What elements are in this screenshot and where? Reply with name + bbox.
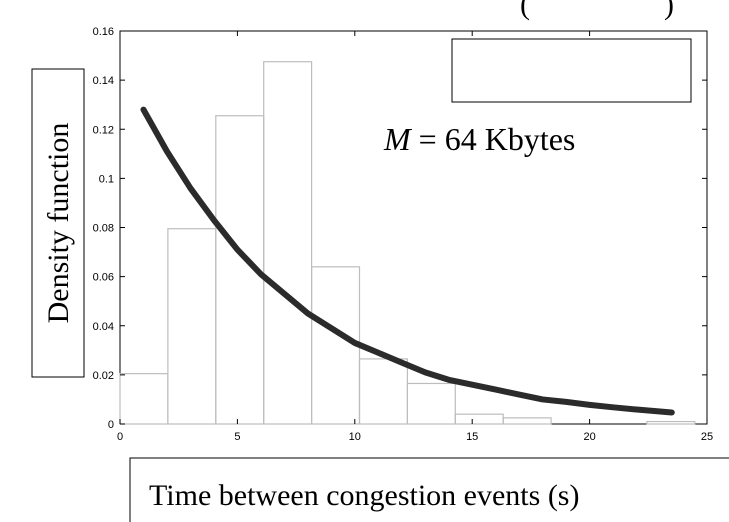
title-fragment-left: ( [520, 0, 530, 21]
histogram-bar [310, 266, 361, 425]
y-tick-label: 0 [108, 419, 114, 431]
annotation-text: M = 64 Kbytes [383, 121, 575, 157]
histogram-bar [167, 228, 217, 425]
y-tick-label: 0.12 [93, 124, 114, 136]
y-tick-label: 0.06 [93, 272, 114, 284]
y-axis-label: Density function [42, 123, 75, 324]
x-tick-label: 25 [701, 431, 713, 443]
exponential-curve [140, 106, 675, 416]
annotation-var: M [383, 121, 413, 157]
legend-box [451, 38, 692, 103]
y-tick-label: 0.04 [93, 321, 114, 333]
x-tick-label: 15 [466, 431, 478, 443]
annotation-rest: = 64 Kbytes [411, 121, 576, 157]
histogram-bar [646, 420, 696, 425]
y-tick-label: 0.16 [93, 26, 114, 38]
y-tick-label: 0.02 [93, 370, 114, 382]
y-tick-label: 0.14 [93, 75, 114, 87]
histogram-bar [454, 413, 504, 425]
y-tick-label: 0.08 [93, 223, 114, 235]
histogram-bar [502, 417, 552, 425]
histogram-bar [119, 373, 169, 425]
x-axis-ticks: 0 5 10 15 20 25 [117, 31, 713, 443]
series-line [140, 106, 675, 416]
xlabel-box [129, 457, 729, 522]
title-fragment-right: ) [664, 0, 674, 21]
histogram-bar [406, 382, 456, 425]
x-tick-label: 5 [234, 431, 240, 443]
x-tick-label: 10 [349, 431, 361, 443]
x-tick-label: 20 [583, 431, 595, 443]
histogram-bar [263, 61, 313, 425]
x-axis-label: Time between congestion events (s) [149, 479, 579, 512]
ylabel-box [31, 68, 85, 378]
histogram-bar [358, 358, 408, 425]
y-tick-label: 0.1 [99, 173, 114, 185]
y-axis-ticks: 0 0.02 0.04 0.06 0.08 0.1 0.12 0.14 0.16 [93, 26, 707, 431]
histogram-bars [119, 61, 696, 425]
x-tick-label: 0 [117, 431, 123, 443]
